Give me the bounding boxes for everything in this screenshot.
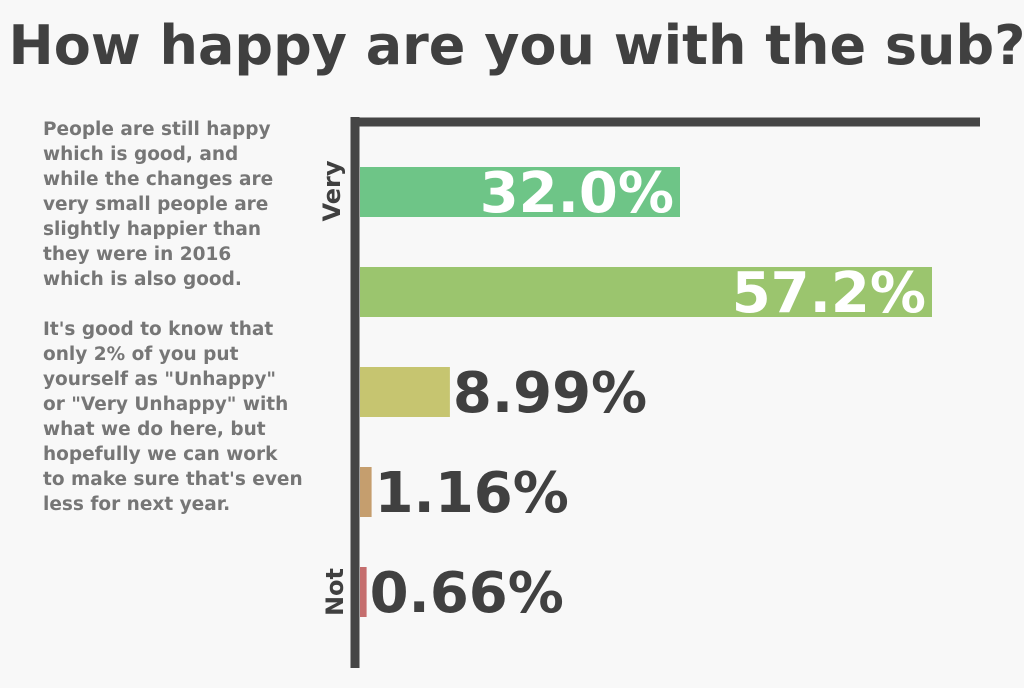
annotation-line: slightly happier than	[43, 219, 262, 240]
annotation-line: what we do here, but	[43, 419, 266, 440]
bar-value-label: 1.16%	[375, 461, 569, 526]
annotation-text: People are still happy which is good, and…	[43, 117, 333, 517]
bar	[360, 167, 680, 217]
annotation-paragraph-1: People are still happy which is good, and…	[43, 117, 333, 292]
bar	[360, 467, 372, 517]
annotation-paragraph-2: It's good to know that only 2% of you put…	[43, 317, 333, 517]
annotation-line: which is good, and	[43, 144, 239, 165]
axis-label-not: Not	[321, 568, 349, 616]
annotation-line: which is also good.	[43, 269, 242, 290]
bar	[360, 267, 932, 317]
bar	[360, 367, 450, 417]
chart-title: How happy are you with the sub?	[8, 14, 1024, 77]
annotation-line: while the changes are	[43, 169, 274, 190]
bar-value-label: 0.66%	[370, 561, 564, 626]
bar	[360, 567, 367, 617]
bar-value-label: 32.0%	[480, 161, 674, 226]
annotation-line: to make sure that's even	[43, 469, 303, 490]
annotation-line: yourself as "Unhappy"	[43, 369, 277, 390]
annotation-line: only 2% of you put	[43, 344, 239, 365]
bar-value-label: 8.99%	[453, 361, 647, 426]
annotation-line: less for next year.	[43, 494, 231, 515]
annotation-line: hopefully we can work	[43, 444, 278, 465]
annotation-line: People are still happy	[43, 119, 271, 140]
bar-value-label: 57.2%	[732, 261, 926, 326]
annotation-line: or "Very Unhappy" with	[43, 394, 289, 415]
axis-label-very: Very	[318, 160, 346, 221]
annotation-line: very small people are	[43, 194, 269, 215]
annotation-line: they were in 2016	[43, 244, 232, 265]
annotation-line: It's good to know that	[43, 319, 274, 340]
